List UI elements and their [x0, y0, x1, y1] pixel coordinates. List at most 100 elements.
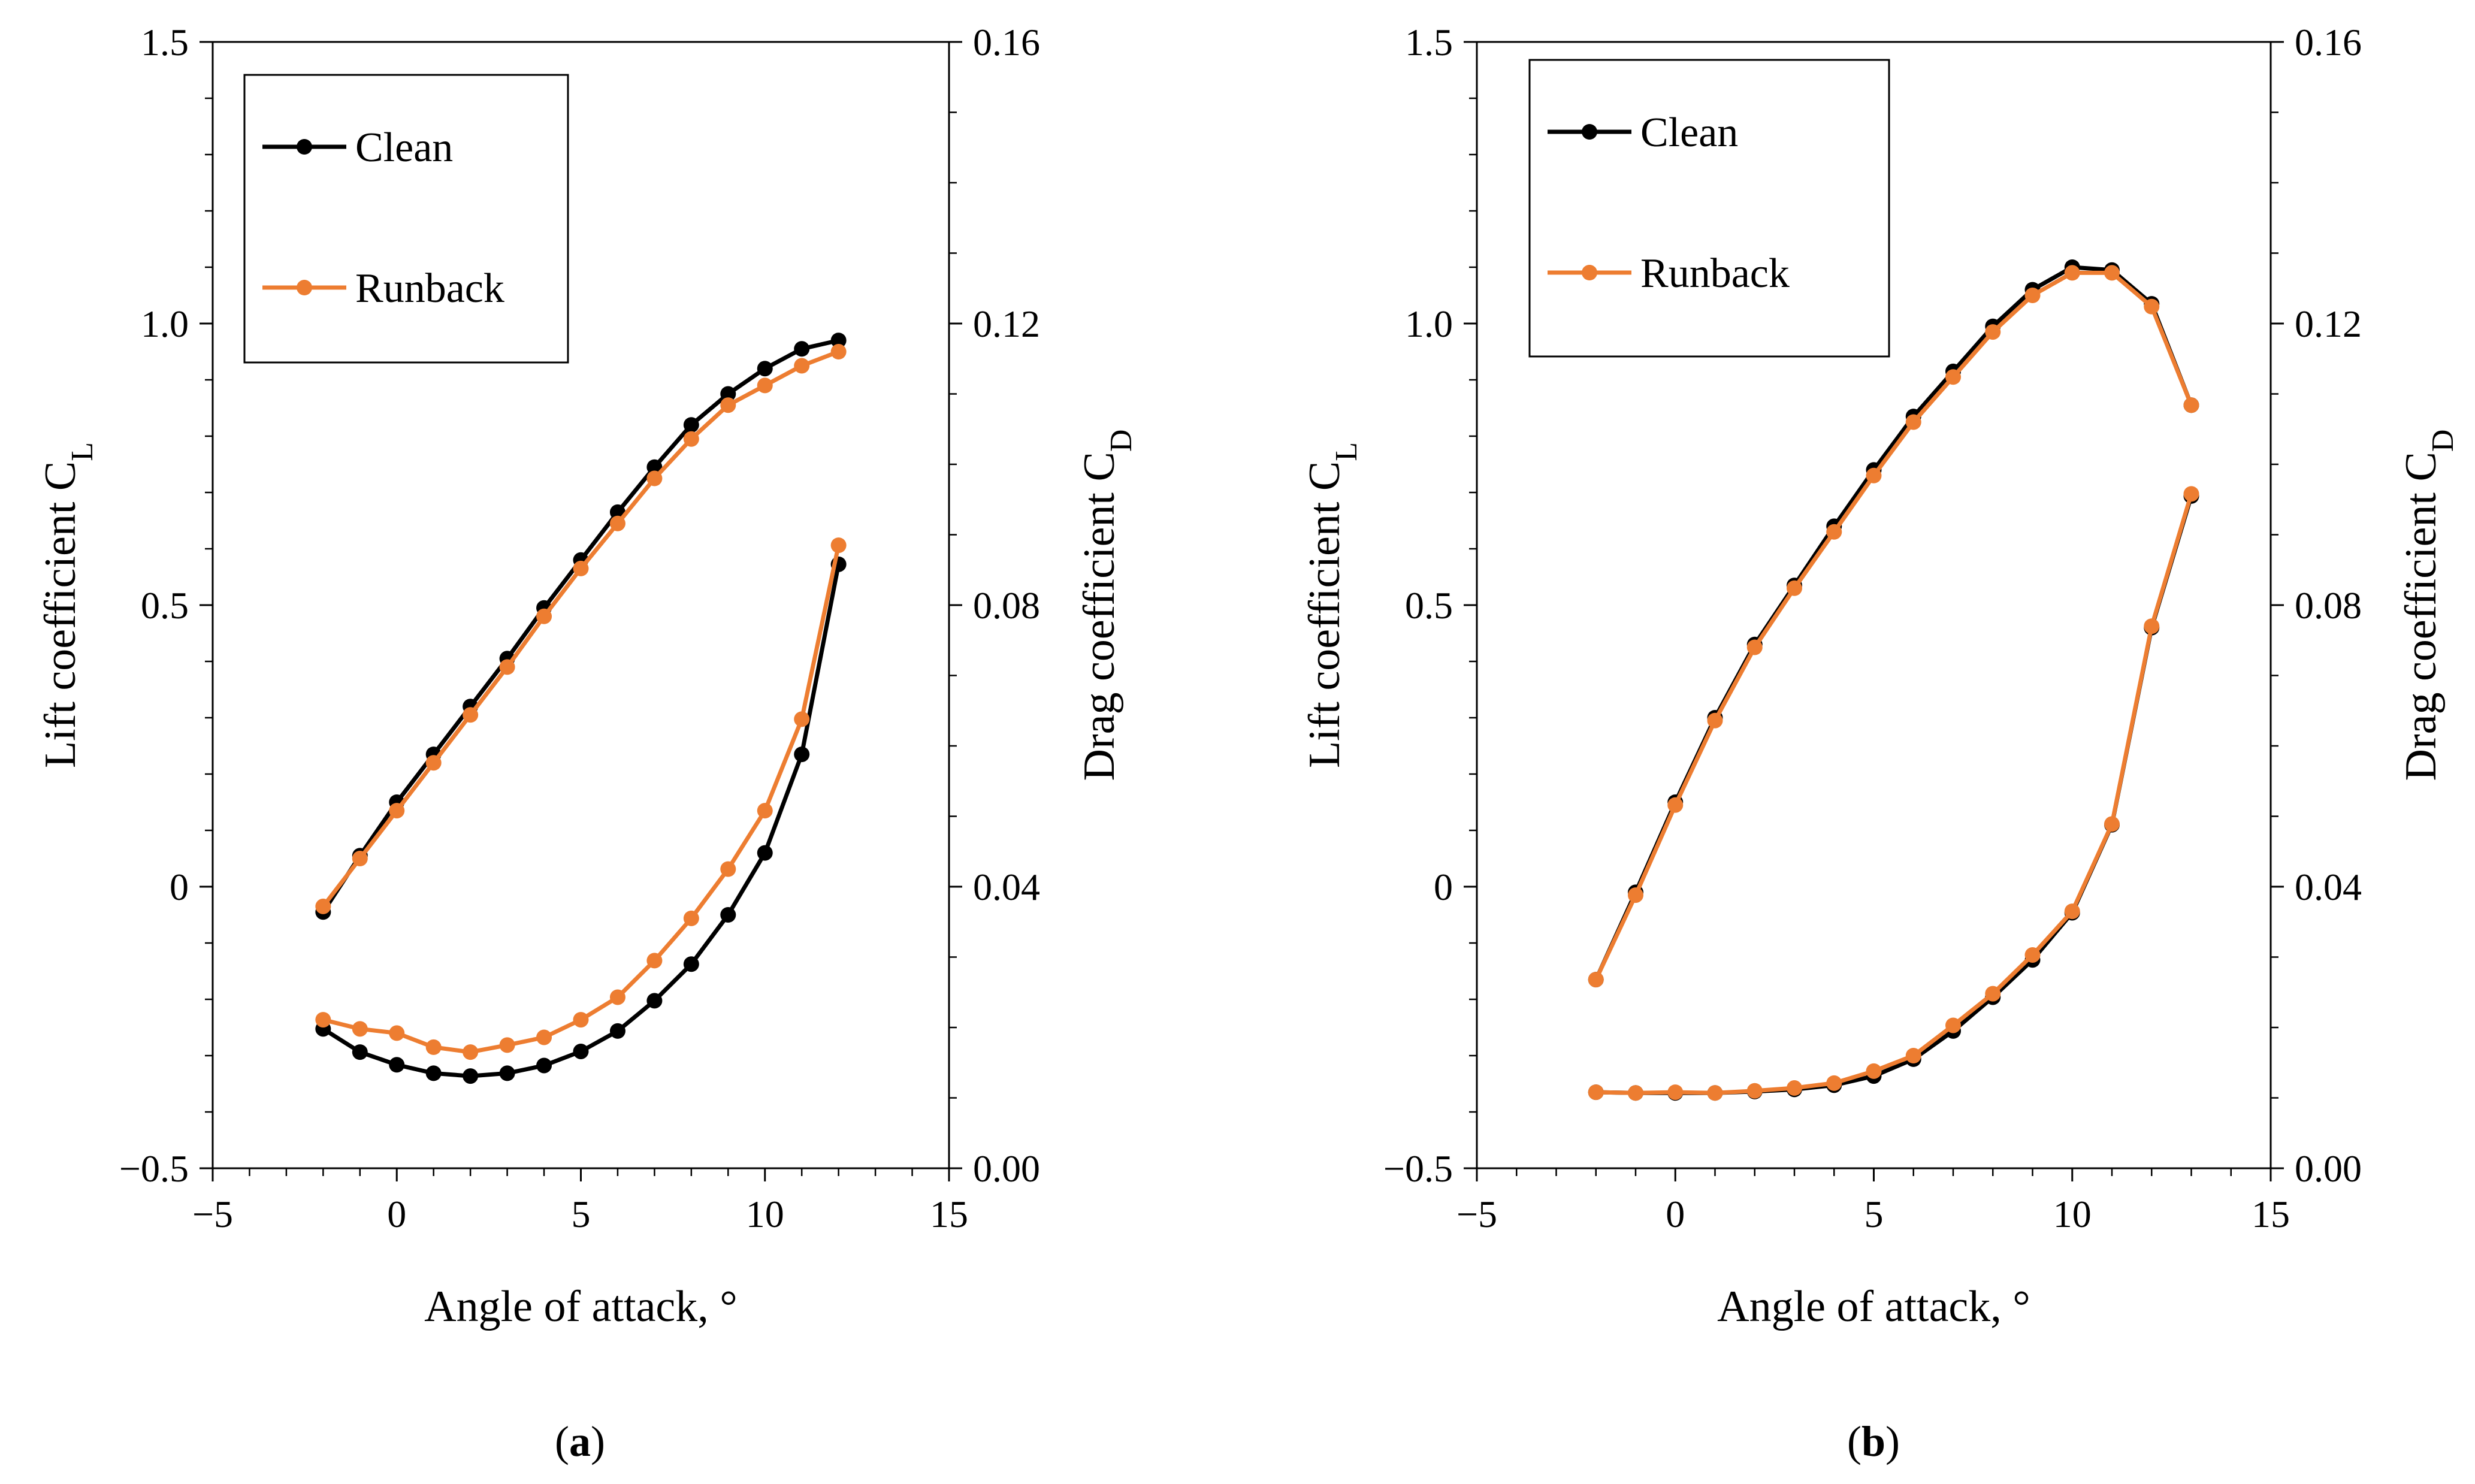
y2-tick-label: 0.16 [973, 21, 1040, 64]
data-point [499, 1065, 515, 1081]
data-point [2024, 947, 2041, 963]
data-point [1588, 1084, 1604, 1101]
x-axis-label: Angle of attack, ° [424, 1282, 738, 1331]
data-point [720, 397, 736, 413]
data-point [2144, 618, 2160, 634]
data-point [1787, 580, 1802, 596]
data-point [609, 989, 625, 1005]
data-point [1746, 639, 1763, 655]
data-point [1826, 524, 1842, 540]
panel-label-open: ( [1847, 1417, 1861, 1465]
data-point [1985, 324, 2001, 340]
data-point [1945, 1017, 1961, 1033]
y2-tick-label: 0.12 [2295, 303, 2362, 345]
data-point [1707, 712, 1723, 729]
data-point [2144, 298, 2160, 315]
series-runback-drag [1588, 486, 2199, 1101]
data-point [683, 431, 699, 447]
data-point [573, 560, 589, 576]
data-point [609, 515, 625, 531]
x-tick-label: 0 [387, 1193, 406, 1235]
panel-label-letter: a [569, 1417, 591, 1465]
data-point [463, 1044, 479, 1060]
data-point [720, 907, 736, 923]
panel-label-open: ( [555, 1417, 569, 1465]
data-point [830, 333, 847, 349]
data-point [794, 358, 810, 374]
data-point [352, 851, 368, 866]
data-point [1746, 1083, 1763, 1099]
data-point [720, 386, 736, 402]
data-point [683, 417, 699, 433]
data-point [536, 1029, 552, 1045]
data-point [499, 1037, 515, 1053]
data-point [2104, 816, 2120, 832]
y2-tick-label: 0.08 [2295, 584, 2362, 627]
data-point [1905, 414, 1921, 430]
x-tick-label: −5 [192, 1193, 233, 1235]
legend-marker [297, 280, 312, 295]
y2-tick-label: 0.00 [973, 1147, 1040, 1190]
x-tick-label: 5 [1864, 1193, 1884, 1235]
data-point [1826, 1075, 1842, 1091]
data-point [389, 803, 405, 819]
data-point [1707, 1085, 1723, 1101]
data-point [425, 1065, 442, 1081]
data-point [720, 861, 736, 877]
legend-label: Runback [355, 265, 504, 312]
data-point [1667, 1084, 1684, 1101]
data-point [425, 1039, 442, 1055]
data-point [609, 1023, 625, 1039]
data-point [1866, 467, 1882, 483]
data-point [2104, 265, 2120, 281]
y2-tick-label: 0.00 [2295, 1147, 2362, 1190]
data-point [1628, 887, 1643, 903]
y-tick-label: 0 [170, 866, 189, 908]
x-tick-label: 10 [746, 1193, 784, 1235]
data-point [2183, 397, 2199, 413]
legend: Clean Runback [1528, 59, 1890, 358]
y-tick-label: −0.5 [1383, 1147, 1453, 1190]
data-point [830, 344, 847, 359]
x-axis-label: Angle of attack, ° [1717, 1282, 2030, 1331]
y2-axis-label-subscript: D [2426, 430, 2460, 452]
data-point [794, 746, 810, 763]
data-point [499, 659, 515, 675]
data-point [315, 898, 331, 914]
y2-tick-label: 0.16 [2295, 21, 2362, 64]
legend-box [1528, 59, 1890, 358]
y-axis-label-subscript: L [65, 442, 99, 461]
y-tick-label: 1.0 [1405, 303, 1453, 345]
x-tick-label: 10 [2053, 1193, 2092, 1235]
data-point [757, 803, 773, 819]
y-axis-label-subscript: L [1329, 442, 1364, 461]
chart-panel-b: −5 0 5 10 15 −0.5 0 0.5 1.0 1.5 0.00 0.04 0.08 0.12 0.… [1300, 21, 2460, 1465]
data-point [794, 341, 810, 357]
data-point [1628, 1085, 1643, 1101]
panel-label: (b) [1847, 1417, 1900, 1465]
y-tick-label: 0.5 [141, 584, 189, 627]
y-tick-label: 1.0 [141, 303, 189, 345]
legend-entry-clean: Clean [262, 125, 453, 171]
y2-tick-label: 0.08 [973, 584, 1040, 627]
data-point [573, 1012, 589, 1028]
y-tick-label: 1.5 [141, 21, 189, 64]
data-point [352, 1021, 368, 1037]
data-point [352, 1044, 368, 1060]
panel-label-close: ) [1885, 1417, 1900, 1465]
panel-label-letter: b [1861, 1417, 1885, 1465]
data-point [757, 361, 773, 377]
legend-marker [1582, 124, 1597, 140]
data-point [1588, 972, 1604, 988]
legend-label: Runback [1640, 250, 1790, 297]
data-point [646, 953, 663, 969]
data-point [646, 470, 663, 486]
data-point [536, 608, 552, 624]
y2-tick-label: 0.04 [2295, 866, 2362, 908]
data-point [794, 711, 810, 727]
x-tick-label: 15 [2252, 1193, 2290, 1235]
x-tick-label: 0 [1666, 1193, 1685, 1235]
legend-marker [1582, 265, 1597, 280]
series-runback-lift [315, 344, 847, 914]
